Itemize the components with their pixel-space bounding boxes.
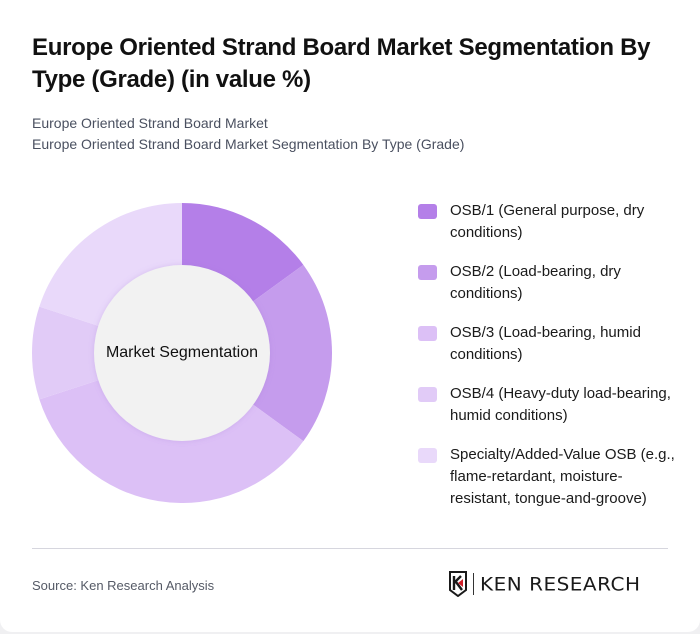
donut-chart: [32, 203, 332, 503]
legend-label: OSB/1 (General purpose, dry conditions): [450, 202, 645, 241]
subtitle-line-1: Europe Oriented Strand Board Market: [32, 115, 268, 131]
chart-legend: OSB/1 (General purpose, dry conditions) …: [418, 200, 678, 527]
legend-label: OSB/2 (Load-bearing, dry conditions): [450, 263, 621, 302]
chart-title: Europe Oriented Strand Board Market Segm…: [32, 34, 651, 93]
footer-divider: [32, 548, 668, 549]
donut-svg: [32, 203, 332, 503]
legend-label: OSB/3 (Load-bearing, humid conditions): [450, 324, 641, 363]
donut-hole: [94, 265, 270, 441]
legend-swatch: [418, 204, 437, 219]
legend-item-osb4[interactable]: OSB/4 (Heavy-duty load-bearing, humid co…: [418, 383, 678, 427]
legend-swatch: [418, 326, 437, 341]
legend-label: OSB/4 (Heavy-duty load-bearing, humid co…: [450, 385, 671, 424]
legend-swatch: [418, 448, 437, 463]
chart-subtitle: Europe Oriented Strand Board Market Euro…: [32, 113, 464, 155]
subtitle-line-2: Europe Oriented Strand Board Market Segm…: [32, 136, 465, 152]
logo-separator: [473, 573, 474, 595]
legend-item-osb1[interactable]: OSB/1 (General purpose, dry conditions): [418, 200, 678, 244]
legend-swatch: [418, 265, 437, 280]
legend-item-specialty[interactable]: Specialty/Added-Value OSB (e.g., flame-r…: [418, 444, 678, 510]
ken-research-shield-icon: [449, 571, 467, 597]
ken-research-logo: KEN RESEARCH: [448, 571, 641, 597]
legend-swatch: [418, 387, 437, 402]
source-note: Source: Ken Research Analysis: [32, 578, 215, 593]
legend-item-osb2[interactable]: OSB/2 (Load-bearing, dry conditions): [418, 261, 678, 305]
logo-text: KEN RESEARCH: [480, 572, 641, 596]
legend-item-osb3[interactable]: OSB/3 (Load-bearing, humid conditions): [418, 322, 678, 366]
legend-label: Specialty/Added-Value OSB (e.g., flame-r…: [450, 446, 675, 507]
